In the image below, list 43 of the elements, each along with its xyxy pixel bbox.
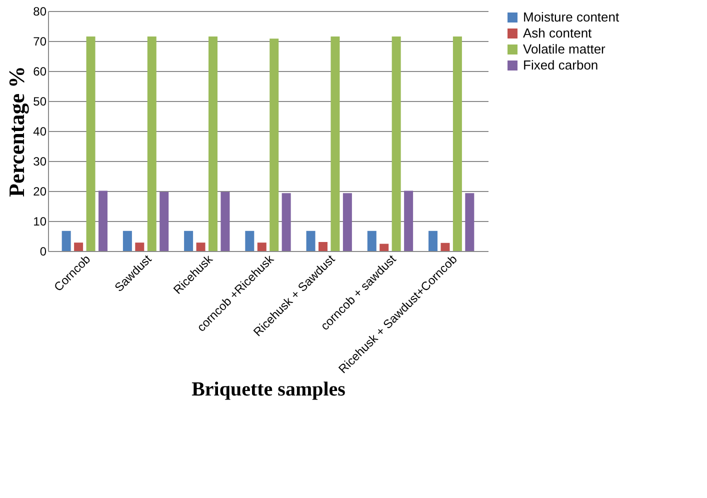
legend-label: Moisture content — [523, 10, 620, 24]
bar — [330, 36, 340, 251]
bar — [184, 230, 194, 251]
bar — [62, 230, 71, 251]
y-axis-title: Percentage % — [4, 66, 30, 197]
bar — [392, 36, 401, 251]
x-axis-title: Briquette samples — [192, 378, 346, 400]
y-tick-label: 0 — [40, 244, 47, 258]
y-tick-label: 10 — [33, 214, 47, 228]
bar — [452, 36, 462, 251]
legend-label: Ash content — [523, 26, 592, 40]
bar — [380, 244, 389, 251]
bar — [98, 190, 108, 251]
bar — [270, 38, 279, 251]
y-tick-label: 80 — [33, 4, 47, 18]
legend-label: Fixed carbon — [523, 58, 598, 72]
bar — [245, 230, 254, 251]
bar — [306, 230, 316, 251]
bar — [208, 36, 218, 251]
bar — [257, 242, 266, 251]
bar — [135, 242, 144, 251]
bar — [74, 242, 84, 251]
y-tick-label: 70 — [33, 34, 47, 48]
bar — [282, 193, 291, 251]
bar — [196, 242, 206, 251]
y-tick-label: 50 — [33, 94, 47, 108]
bar — [342, 193, 352, 251]
bar — [318, 242, 328, 251]
bar — [367, 230, 376, 251]
bar — [440, 242, 450, 251]
bar — [220, 192, 230, 251]
bar — [86, 36, 96, 251]
y-tick-label: 60 — [33, 64, 47, 78]
bar — [122, 230, 132, 251]
bar — [147, 36, 156, 251]
y-tick-label: 40 — [33, 124, 47, 138]
bar — [160, 192, 169, 251]
bar — [428, 230, 438, 251]
y-tick-label: 20 — [33, 184, 47, 198]
bar — [465, 193, 474, 251]
bar — [404, 190, 414, 251]
y-tick-label: 30 — [33, 154, 47, 168]
legend-label: Volatile matter — [523, 42, 606, 56]
